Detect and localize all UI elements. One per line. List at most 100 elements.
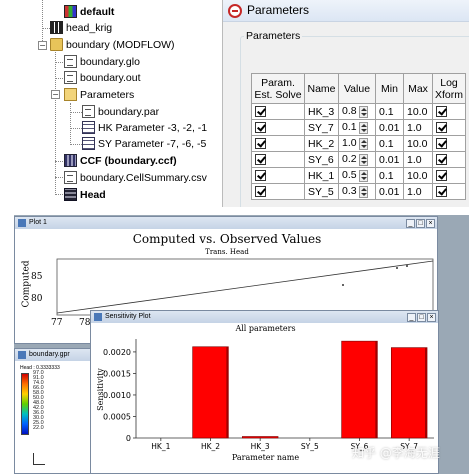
solve-checkbox[interactable] xyxy=(255,170,266,182)
tree-item-head-krig[interactable]: head_krig xyxy=(50,20,112,36)
table-row[interactable]: SY_5 0.3 0.01 1.0 xyxy=(251,183,467,200)
solve-checkbox[interactable] xyxy=(255,122,266,134)
min-cell[interactable]: 0.1 xyxy=(375,167,404,184)
name-cell[interactable]: SY_5 xyxy=(304,183,339,200)
collapse-parameters-toggle[interactable]: − xyxy=(51,90,60,99)
tree-item-boundary-par[interactable]: boundary.par xyxy=(82,104,159,120)
tree-item-hk-parameter[interactable]: HK Parameter -3, -2, -1 xyxy=(82,120,207,136)
log-checkbox-cell[interactable] xyxy=(431,119,467,136)
tree-item-boundary-out[interactable]: boundary.out xyxy=(64,70,141,86)
sensitivity-titlebar[interactable]: Sensitivity Plot _ □ × xyxy=(91,311,438,323)
tree-item-parameters[interactable]: Parameters xyxy=(64,87,134,103)
column-header[interactable]: Value xyxy=(338,73,376,104)
max-cell[interactable]: 1.0 xyxy=(403,183,433,200)
parameters-titlebar[interactable]: Parameters xyxy=(223,0,469,22)
log-checkbox-cell[interactable] xyxy=(431,167,467,184)
table-row[interactable]: HK_3 0.8 0.1 10.0 xyxy=(251,103,467,120)
log-xform-checkbox[interactable] xyxy=(436,106,447,118)
tree-item-head[interactable]: Head xyxy=(64,187,106,203)
tree-item-default[interactable]: default xyxy=(64,4,114,20)
solve-checkbox[interactable] xyxy=(255,106,266,118)
value-cell[interactable]: 0.1 xyxy=(338,119,376,136)
table-row[interactable]: SY_7 0.1 0.01 1.0 xyxy=(251,119,467,136)
legend-titlebar[interactable]: boundary.gpr xyxy=(15,349,97,361)
log-xform-checkbox[interactable] xyxy=(436,122,447,134)
tree-item-sy-parameter[interactable]: SY Parameter -7, -6, -5 xyxy=(82,136,206,152)
value-cell[interactable]: 0.2 xyxy=(338,151,376,168)
log-xform-checkbox[interactable] xyxy=(436,170,447,182)
table-row[interactable]: SY_6 0.2 0.01 1.0 xyxy=(251,151,467,168)
x-tick-label: 78 xyxy=(79,318,91,328)
solve-checkbox[interactable] xyxy=(255,186,266,198)
chart-title: All parameters xyxy=(235,324,296,333)
max-cell[interactable]: 10.0 xyxy=(403,167,433,184)
tree-item-cellsummary[interactable]: boundary.CellSummary.csv xyxy=(64,170,207,186)
log-checkbox-cell[interactable] xyxy=(431,103,467,120)
value-text: 0.5 xyxy=(342,169,357,182)
solve-checkbox-cell[interactable] xyxy=(251,103,305,120)
column-header[interactable]: Name xyxy=(304,73,339,104)
name-cell[interactable]: HK_1 xyxy=(304,167,339,184)
value-cell[interactable]: 0.8 xyxy=(338,103,376,120)
maximize-button[interactable]: □ xyxy=(416,219,425,228)
log-checkbox-cell[interactable] xyxy=(431,183,467,200)
solve-checkbox[interactable] xyxy=(255,138,266,150)
name-cell[interactable]: SY_6 xyxy=(304,151,339,168)
axes-indicator-icon xyxy=(33,453,45,465)
column-header[interactable]: Min xyxy=(375,73,404,104)
log-xform-checkbox[interactable] xyxy=(436,154,447,166)
collapse-boundary-toggle[interactable]: − xyxy=(38,41,47,50)
min-cell[interactable]: 0.01 xyxy=(375,151,404,168)
maximize-button[interactable]: □ xyxy=(417,313,426,322)
name-cell[interactable]: HK_3 xyxy=(304,103,339,120)
value-cell[interactable]: 0.3 xyxy=(338,183,376,200)
document-icon xyxy=(64,70,77,84)
min-cell[interactable]: 0.01 xyxy=(375,183,404,200)
solve-checkbox-cell[interactable] xyxy=(251,151,305,168)
table-row[interactable]: HK_2 1.0 0.1 10.0 xyxy=(251,135,467,152)
value-spinner[interactable] xyxy=(358,185,368,198)
log-xform-checkbox[interactable] xyxy=(436,186,447,198)
value-spinner[interactable] xyxy=(358,121,368,134)
solve-checkbox-cell[interactable] xyxy=(251,183,305,200)
column-header[interactable]: Log Xform xyxy=(431,73,467,104)
max-cell[interactable]: 1.0 xyxy=(403,151,433,168)
value-spinner[interactable] xyxy=(358,153,368,166)
log-xform-checkbox[interactable] xyxy=(436,138,447,150)
name-cell[interactable]: SY_7 xyxy=(304,119,339,136)
max-cell[interactable]: 1.0 xyxy=(403,119,433,136)
x-tick-label: 77 xyxy=(51,318,63,328)
open-folder-icon xyxy=(64,87,77,101)
solve-checkbox[interactable] xyxy=(255,154,266,166)
tree-item-boundary-glo[interactable]: boundary.glo xyxy=(64,54,140,70)
log-checkbox-cell[interactable] xyxy=(431,135,467,152)
min-cell[interactable]: 0.01 xyxy=(375,119,404,136)
plot1-titlebar[interactable]: Plot 1 _ □ × xyxy=(15,217,437,229)
close-button[interactable]: × xyxy=(427,313,436,322)
x-tick-label: HK_2 xyxy=(201,442,220,451)
solve-checkbox-cell[interactable] xyxy=(251,135,305,152)
column-header[interactable]: Param. Est. Solve xyxy=(251,73,305,104)
value-cell[interactable]: 1.0 xyxy=(338,135,376,152)
value-spinner[interactable] xyxy=(358,169,368,182)
close-button[interactable]: × xyxy=(426,219,435,228)
value-cell[interactable]: 0.5 xyxy=(338,167,376,184)
name-cell[interactable]: HK_2 xyxy=(304,135,339,152)
tree-item-label: Head xyxy=(80,189,106,201)
solve-checkbox-cell[interactable] xyxy=(251,167,305,184)
solve-checkbox-cell[interactable] xyxy=(251,119,305,136)
max-cell[interactable]: 10.0 xyxy=(403,103,433,120)
tree-item-boundary-modflow[interactable]: boundary (MODFLOW) xyxy=(50,37,175,53)
table-row[interactable]: HK_1 0.5 0.1 10.0 xyxy=(251,167,467,184)
tree-item-ccf[interactable]: CCF (boundary.ccf) xyxy=(64,153,177,169)
value-spinner[interactable] xyxy=(358,137,368,150)
log-checkbox-cell[interactable] xyxy=(431,151,467,168)
min-cell[interactable]: 0.1 xyxy=(375,135,404,152)
column-header[interactable]: Max xyxy=(403,73,433,104)
min-cell[interactable]: 0.1 xyxy=(375,103,404,120)
value-spinner[interactable] xyxy=(358,105,368,118)
minimize-button[interactable]: _ xyxy=(406,219,415,228)
minimize-button[interactable]: _ xyxy=(407,313,416,322)
max-cell[interactable]: 10.0 xyxy=(403,135,433,152)
plot1-subtitle: Trans. Head xyxy=(205,248,249,256)
